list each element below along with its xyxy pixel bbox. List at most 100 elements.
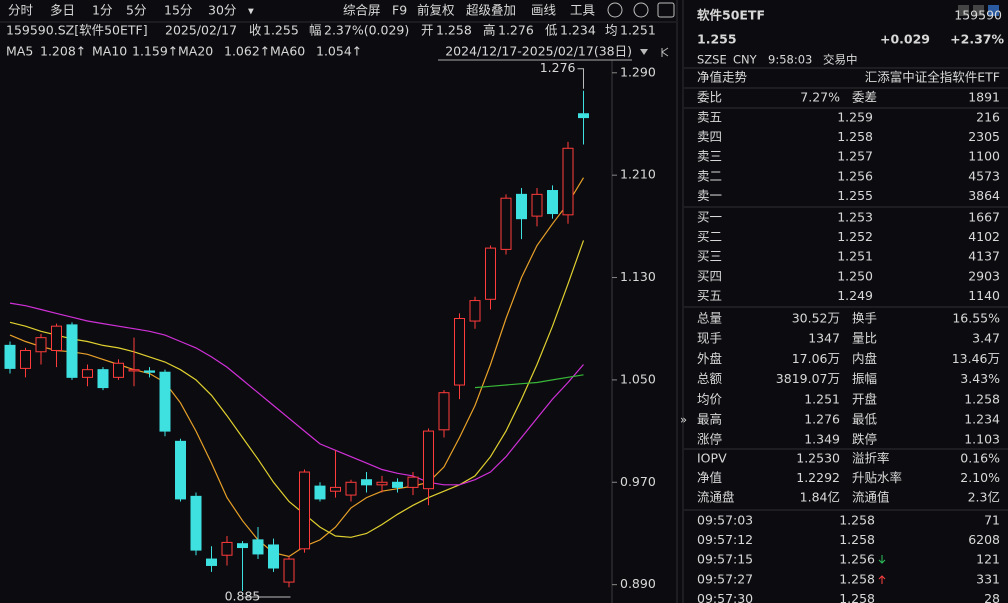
- field-label: 开盘: [852, 391, 877, 406]
- info-label: 幅: [309, 23, 322, 38]
- field-value: 1.2292: [796, 470, 840, 485]
- candle-body: [206, 558, 217, 566]
- field-label: 流通值: [852, 490, 890, 505]
- field-label: 总额: [697, 371, 723, 386]
- book-volume: 2305: [968, 129, 1000, 144]
- y-tick-label: 0.890: [620, 576, 656, 591]
- security-code: 159590: [954, 8, 1002, 23]
- range-dropdown[interactable]: [640, 49, 648, 55]
- toolbar-button[interactable]: 超级叠加: [466, 3, 516, 18]
- up-arrow: [878, 575, 886, 584]
- field-value: 1891: [968, 90, 1000, 105]
- candle-body: [516, 193, 527, 220]
- edit-icon[interactable]: [958, 5, 969, 16]
- wp-icon[interactable]: [657, 2, 675, 18]
- field-value: 30.52万: [792, 311, 840, 326]
- book-label: 买三: [697, 249, 722, 264]
- field-label: IOPV: [697, 451, 727, 466]
- toolbar-tab[interactable]: 1分: [92, 3, 112, 18]
- field-label: 委差: [852, 90, 877, 105]
- field-value: 1.349: [804, 432, 840, 447]
- last-price: 1.255: [697, 32, 737, 47]
- book-price: 1.256: [837, 168, 873, 183]
- ma-line: [9, 177, 585, 558]
- trade-volume: 71: [984, 513, 1000, 528]
- max-label: 1.276: [540, 60, 576, 75]
- toolbar-tab[interactable]: 5分: [126, 3, 146, 18]
- field-label: 量比: [852, 331, 877, 346]
- toolbar-tab[interactable]: 分时: [8, 3, 34, 18]
- candle-body: [407, 476, 419, 488]
- candle-body: [361, 479, 372, 486]
- book-label: 买四: [697, 268, 722, 283]
- candle-body: [66, 324, 78, 378]
- toolbar-button[interactable]: 综合屏: [343, 3, 381, 18]
- help-icon[interactable]: [633, 2, 649, 18]
- toolbar-tab[interactable]: 15分: [164, 3, 192, 18]
- trade-volume: 331: [976, 571, 1000, 586]
- info-value: 1.255: [263, 23, 299, 38]
- field-value: 3.47: [972, 331, 1000, 346]
- book-label: 买一: [697, 210, 722, 225]
- settings-icon[interactable]: [607, 2, 623, 18]
- toolbar-tab[interactable]: 多日: [50, 3, 75, 18]
- tab[interactable]: 汇添富中证全指软件ETF: [865, 70, 1000, 85]
- book-price: 1.249: [837, 288, 873, 303]
- ma-line: [9, 240, 585, 538]
- trade-price: 1.258: [839, 532, 875, 547]
- toolbar-tab[interactable]: 30分: [208, 3, 236, 18]
- field-value: 13.46万: [952, 351, 1000, 366]
- collapse-handle[interactable]: »: [680, 413, 687, 427]
- book-volume: 4102: [968, 229, 1000, 244]
- candle-body: [531, 193, 543, 217]
- tab[interactable]: 净值走势: [697, 70, 748, 85]
- candle-body: [128, 369, 140, 372]
- dropdown-icon[interactable]: ▾: [248, 4, 254, 18]
- candle-body: [221, 541, 233, 556]
- collapse-icon[interactable]: [661, 47, 669, 57]
- legend-value: 1.054↑: [316, 44, 362, 59]
- field-value: 0.16%: [960, 451, 1000, 466]
- trade-volume: 121: [976, 552, 1000, 567]
- book-volume: 1100: [968, 149, 1000, 164]
- candle-body: [20, 349, 31, 369]
- book-label: 卖四: [697, 129, 722, 144]
- price-change-pct: +2.37%: [950, 32, 1004, 47]
- plus-icon[interactable]: [988, 5, 999, 16]
- field-value: 17.06万: [792, 351, 840, 366]
- ma-line: [9, 302, 584, 486]
- candle-body: [547, 190, 558, 215]
- book-price: 1.258: [837, 129, 873, 144]
- book-volume: 3864: [968, 188, 1000, 203]
- field-label: 委比: [697, 90, 722, 105]
- candle-body: [392, 481, 403, 488]
- toolbar-button[interactable]: F9: [392, 3, 407, 18]
- field-label: 涨停: [697, 432, 722, 447]
- book-price: 1.257: [837, 149, 873, 164]
- book-price: 1.252: [837, 229, 873, 244]
- field-label: 换手: [852, 311, 877, 326]
- field-label: 流通盘: [697, 490, 735, 505]
- field-value: 3.43%: [960, 371, 1000, 386]
- book-price: 1.250: [837, 268, 873, 283]
- field-label: 最低: [852, 412, 878, 427]
- status: SZSE: [697, 53, 727, 67]
- book-volume: 1667: [968, 210, 1000, 225]
- field-label: 总量: [697, 311, 722, 326]
- candle-body: [237, 543, 248, 549]
- candle-body: [485, 247, 496, 300]
- toolbar-button[interactable]: 前复权: [417, 3, 455, 18]
- book-label: 买二: [697, 229, 722, 244]
- field-value: 1.251: [804, 391, 840, 406]
- toolbar-button[interactable]: 工具: [570, 3, 596, 18]
- candle-body: [438, 392, 450, 431]
- toolbar-button[interactable]: 画线: [531, 3, 557, 18]
- date-range[interactable]: 2024/12/17-2025/02/17(38日): [445, 44, 632, 59]
- info-value: 1.251: [620, 23, 656, 38]
- minus-icon[interactable]: [973, 5, 984, 16]
- status: CNY: [733, 53, 758, 67]
- field-value: 7.27%: [800, 90, 840, 105]
- info-value: 1.276: [498, 23, 534, 38]
- y-tick-label: 1.290: [620, 64, 656, 79]
